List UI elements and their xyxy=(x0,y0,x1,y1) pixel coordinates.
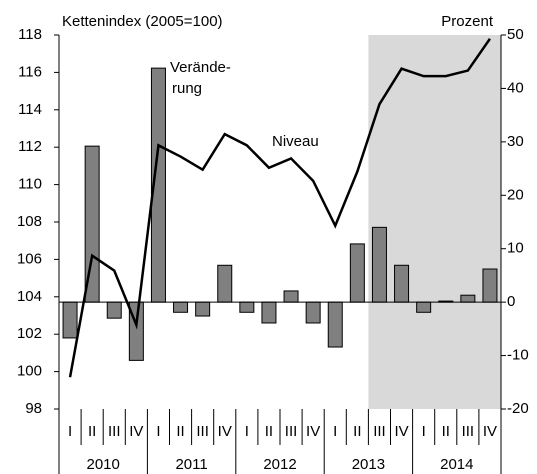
x-tick-label: IV xyxy=(306,423,320,440)
x-tick-label: I xyxy=(156,423,160,440)
y2-axis-title: Prozent xyxy=(441,13,494,30)
line xyxy=(68,38,491,378)
group-label: 2013 xyxy=(352,456,385,473)
y2-tick-label: -10 xyxy=(507,347,529,364)
bar xyxy=(416,301,432,313)
bar xyxy=(283,290,299,303)
x-tick-label: IV xyxy=(129,423,143,440)
group-label: 2014 xyxy=(440,456,473,473)
bar xyxy=(173,301,189,313)
y-tick-label: 110 xyxy=(18,176,42,193)
x-tick-label: III xyxy=(196,423,209,440)
y-tick-label: 104 xyxy=(17,288,42,305)
x-tick-label: I xyxy=(245,423,249,440)
shade-group xyxy=(368,35,501,409)
bar xyxy=(349,243,365,303)
y-tick-label: 116 xyxy=(18,63,42,80)
x-tick-label: IV xyxy=(483,423,497,440)
y-tick-label: 98 xyxy=(25,400,42,417)
x-tick-label: III xyxy=(108,423,121,440)
y-tick-label: 106 xyxy=(17,250,42,267)
x-tick-label: I xyxy=(422,423,426,440)
x-tick-label: II xyxy=(88,423,96,440)
x-tick-label: IV xyxy=(218,423,232,440)
y-axis-title: Kettenindex (2005=100) xyxy=(62,13,223,30)
y2-tick-label: -20 xyxy=(507,400,529,417)
y-tick-label: 114 xyxy=(18,101,42,118)
bar xyxy=(394,264,410,303)
x-tick-label: III xyxy=(285,423,298,440)
group-label: 2010 xyxy=(87,456,120,473)
bar xyxy=(106,301,122,319)
x-tick-label: I xyxy=(333,423,337,440)
bar xyxy=(482,268,498,303)
x-tick-label: II xyxy=(353,423,361,440)
annotation: rung xyxy=(172,80,202,97)
bar xyxy=(371,226,387,303)
y2-tick-label: 40 xyxy=(507,79,524,96)
bar xyxy=(62,301,78,339)
bar xyxy=(327,301,343,348)
x-tick-label: II xyxy=(442,423,450,440)
bar xyxy=(305,301,321,324)
y-tick-label: 108 xyxy=(17,213,42,230)
highlight-region xyxy=(368,35,501,409)
y2-tick-label: 20 xyxy=(507,186,524,203)
group-label: 2012 xyxy=(263,456,296,473)
y2-tick-label: 50 xyxy=(507,26,524,43)
x-tick-label: III xyxy=(373,423,386,440)
x-tick-label: II xyxy=(176,423,184,440)
bar xyxy=(239,301,255,313)
annotation: Verände- xyxy=(170,59,231,76)
bar xyxy=(217,264,233,303)
y2-tick-label: 0 xyxy=(507,293,515,310)
y-tick-label: 102 xyxy=(17,325,42,342)
bar xyxy=(261,301,277,324)
y2-tick-label: 30 xyxy=(507,133,524,150)
x-tick-label: I xyxy=(68,423,72,440)
y2-tick-label: 10 xyxy=(507,240,524,257)
y-tick-label: 100 xyxy=(17,363,42,380)
group-label: 2011 xyxy=(175,456,207,473)
bar xyxy=(460,294,476,303)
y-tick-label: 118 xyxy=(18,26,42,43)
bar xyxy=(195,301,211,317)
x-tick-label: II xyxy=(265,423,273,440)
y-tick-label: 112 xyxy=(18,138,42,155)
x-tick-label: III xyxy=(462,423,475,440)
annotation: Niveau xyxy=(272,133,319,150)
x-tick-label: IV xyxy=(394,423,408,440)
